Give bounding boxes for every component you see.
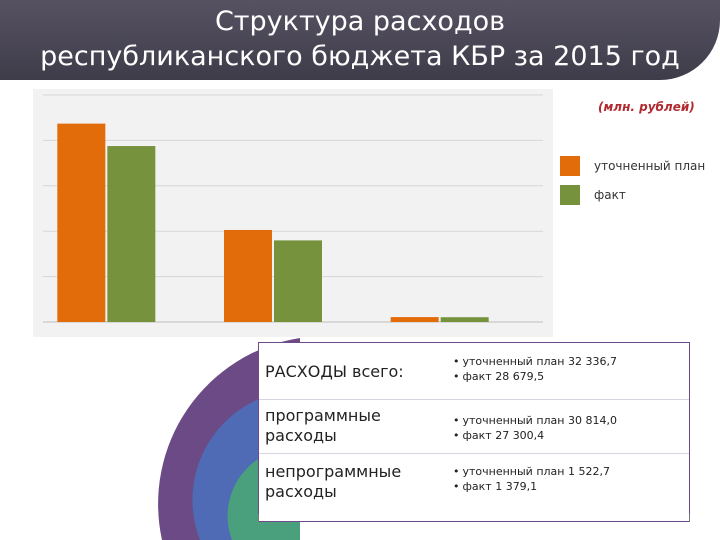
summary-row-total: РАСХОДЫ всего: уточненный план 32 336,7 … [259, 343, 689, 399]
title-line-2: республиканского бюджета КБР за 2015 год [40, 41, 680, 72]
chart-panel [33, 89, 553, 337]
legend-label-fact: факт [594, 188, 626, 202]
summary-plan-total: уточненный план 32 336,7 [453, 354, 617, 369]
summary-name-total: РАСХОДЫ всего: [265, 362, 404, 381]
legend-swatch-plan [560, 156, 580, 176]
table-footer-ticks [258, 514, 690, 522]
summary-row-program: программные расходы уточненный план 30 8… [259, 399, 689, 454]
summary-values-nonprogram: уточненный план 1 522,7 факт 1 379,1 [453, 464, 610, 494]
summary-values-total: уточненный план 32 336,7 факт 28 679,5 [453, 354, 617, 384]
bar-fact-0 [107, 146, 156, 322]
page-title: Структура расходов республиканского бюдж… [0, 4, 720, 74]
summary-row-nonprogram: непрограммные расходы уточненный план 1 … [259, 453, 689, 520]
summary-name-program: программные расходы [265, 406, 381, 445]
legend-item-plan: уточненный план [560, 156, 705, 176]
bar-fact-2 [440, 317, 489, 322]
bar-plan-1 [224, 229, 272, 322]
summary-fact-nonprogram: факт 1 379,1 [453, 479, 610, 494]
bar-chart [43, 94, 543, 323]
title-bar [0, 0, 720, 80]
summary-plan-program: уточненный план 30 814,0 [453, 413, 617, 428]
legend-label-plan: уточненный план [594, 159, 706, 173]
summary-table: РАСХОДЫ всего: уточненный план 32 336,7 … [258, 342, 690, 522]
bar-fact-1 [274, 240, 322, 322]
bar-plan-0 [57, 123, 106, 322]
summary-name-nonprogram: непрограммные расходы [265, 462, 402, 501]
summary-fact-program: факт 27 300,4 [453, 428, 617, 443]
units-label: (млн. рублей) [598, 100, 695, 114]
title-line-1: Структура расходов [214, 6, 506, 37]
summary-plan-nonprogram: уточненный план 1 522,7 [453, 464, 610, 479]
bar-plan-2 [390, 317, 439, 322]
legend-swatch-fact [560, 185, 580, 205]
summary-values-program: уточненный план 30 814,0 факт 27 300,4 [453, 413, 617, 443]
summary-fact-total: факт 28 679,5 [453, 369, 617, 384]
legend-item-fact: факт [560, 185, 626, 205]
